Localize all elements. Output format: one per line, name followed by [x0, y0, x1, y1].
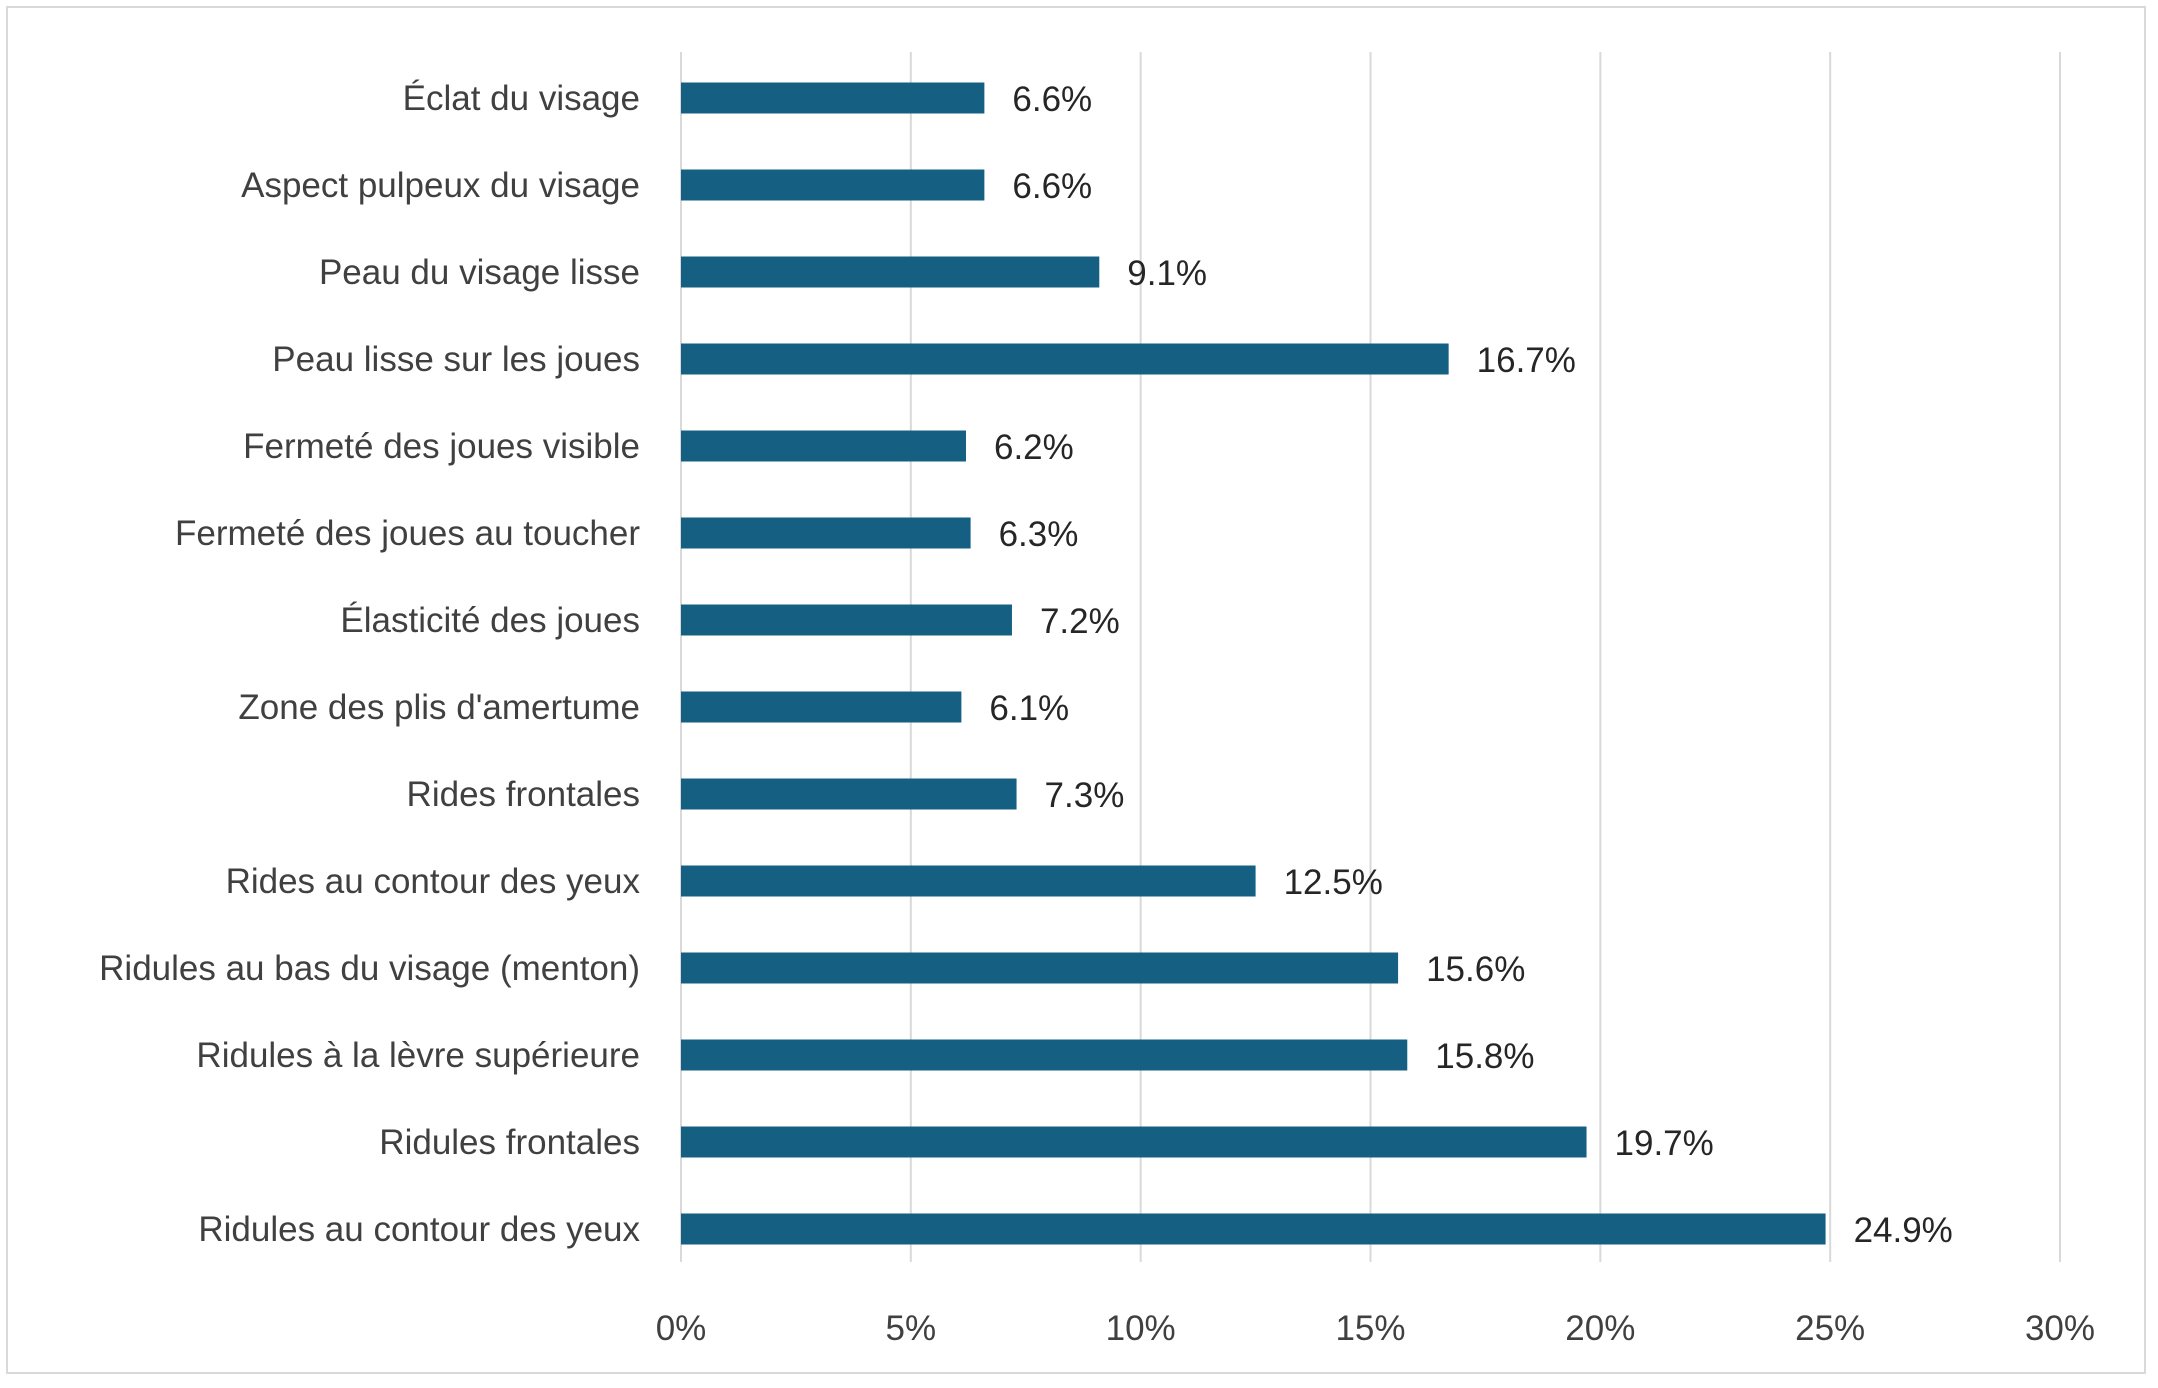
- bar: [681, 1126, 1587, 1158]
- data-label: 9.1%: [1127, 254, 1207, 293]
- bar: [681, 691, 962, 723]
- data-label: 24.9%: [1854, 1211, 1953, 1250]
- data-label: 6.2%: [994, 428, 1074, 467]
- data-label: 19.7%: [1615, 1124, 1714, 1163]
- bar: [681, 865, 1256, 897]
- data-label: 6.3%: [999, 515, 1079, 554]
- category-label: Peau du visage lisse: [319, 253, 640, 292]
- category-label: Ridules au bas du visage (menton): [99, 949, 640, 988]
- bar: [681, 778, 1017, 810]
- bar: [681, 256, 1100, 288]
- x-tick-label: 5%: [886, 1309, 937, 1348]
- category-label: Élasticité des joues: [340, 601, 640, 640]
- category-label: Rides au contour des yeux: [226, 862, 641, 901]
- gridlines: [680, 52, 2061, 1262]
- data-label: 6.1%: [989, 689, 1069, 728]
- bar: [681, 517, 971, 549]
- category-label: Fermeté des joues au toucher: [175, 514, 640, 553]
- x-tick-label: 0%: [656, 1309, 707, 1348]
- bar: [681, 604, 1012, 636]
- category-label: Ridules au contour des yeux: [198, 1210, 640, 1249]
- labels: 0% 5% 10% 15% 20% 25% 30% Éclat du visage 6.6% As…: [99, 79, 2095, 1348]
- category-label: Fermeté des joues visible: [243, 427, 640, 466]
- data-label: 12.5%: [1284, 863, 1383, 902]
- data-label: 6.6%: [1012, 80, 1092, 119]
- bar: [681, 82, 985, 114]
- data-label: 15.8%: [1435, 1037, 1534, 1076]
- bars: [681, 82, 1826, 1245]
- category-label: Éclat du visage: [403, 79, 640, 118]
- x-tick-label: 20%: [1565, 1309, 1635, 1348]
- category-label: Zone des plis d'amertume: [238, 688, 640, 727]
- data-label: 7.3%: [1045, 776, 1125, 815]
- category-label: Peau lisse sur les joues: [272, 340, 640, 379]
- x-tick-label: 25%: [1795, 1309, 1865, 1348]
- bar: [681, 952, 1399, 984]
- x-tick-label: 30%: [2025, 1309, 2095, 1348]
- category-label: Ridules à la lèvre supérieure: [196, 1036, 640, 1075]
- bar: [681, 169, 985, 201]
- bar: [681, 1039, 1408, 1071]
- category-label: Aspect pulpeux du visage: [241, 166, 640, 205]
- data-label: 16.7%: [1477, 341, 1576, 380]
- data-label: 7.2%: [1040, 602, 1120, 641]
- data-label: 6.6%: [1012, 167, 1092, 206]
- category-label: Rides frontales: [407, 775, 640, 814]
- bar: [681, 1213, 1826, 1245]
- bar: [681, 343, 1449, 375]
- category-label: Ridules frontales: [379, 1123, 640, 1162]
- bar: [681, 430, 966, 462]
- x-tick-label: 10%: [1106, 1309, 1176, 1348]
- data-label: 15.6%: [1426, 950, 1525, 989]
- x-tick-label: 15%: [1335, 1309, 1405, 1348]
